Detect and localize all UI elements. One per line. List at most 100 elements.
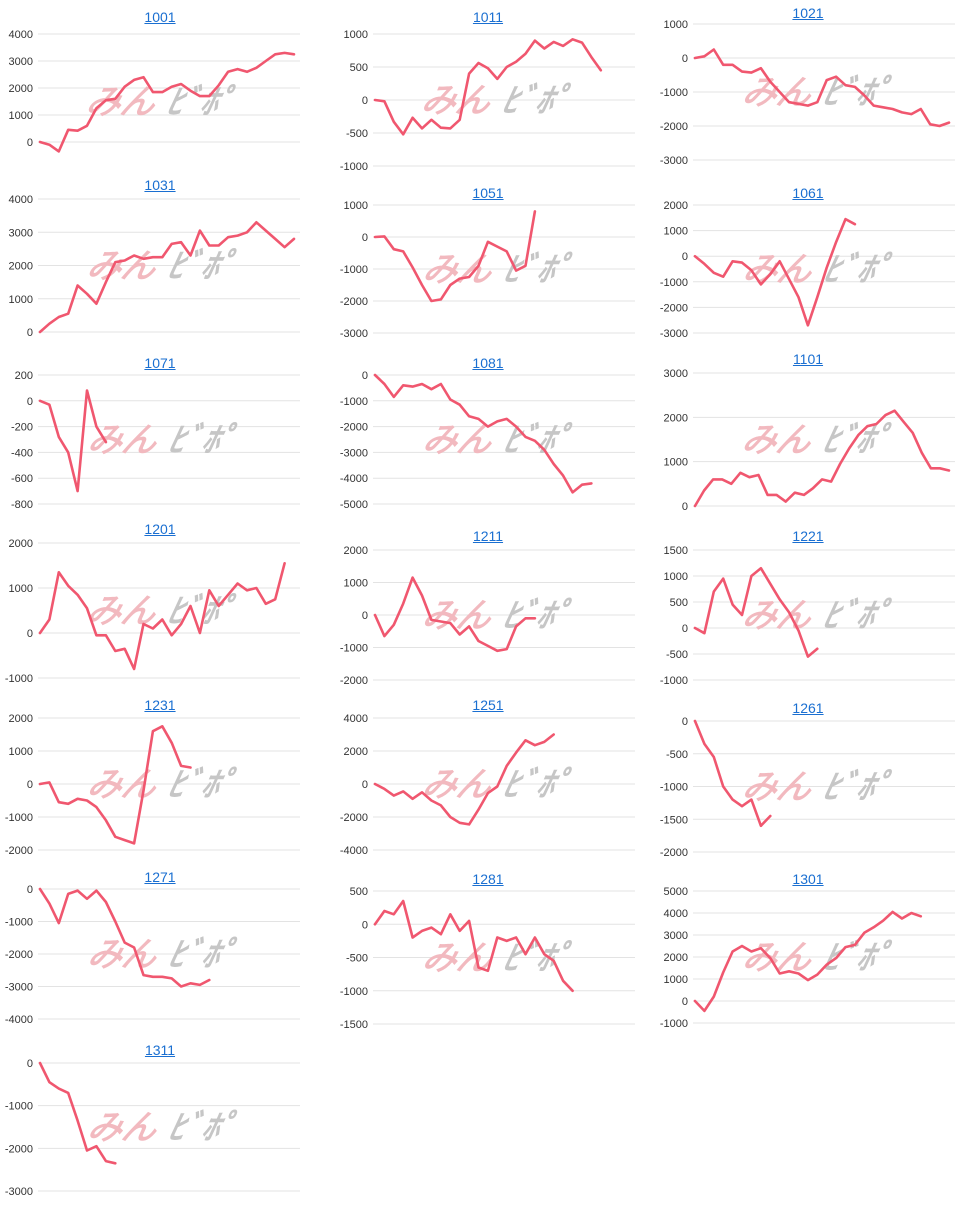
watermark-text-b: ﾋﾞﾎﾟ: [819, 768, 895, 808]
y-tick-label: -1000: [660, 87, 688, 99]
y-tick-label: -3000: [5, 982, 33, 994]
y-tick-label: 3000: [9, 227, 33, 239]
watermark-text-a: みん: [739, 596, 817, 636]
chart-title-link[interactable]: 1071: [144, 355, 176, 371]
y-tick-label: -500: [346, 953, 368, 965]
chart-title-link[interactable]: 1081: [472, 355, 504, 371]
y-tick-label: -1000: [660, 277, 688, 289]
chart-title-link[interactable]: 1031: [144, 177, 176, 193]
y-tick-label: -2000: [340, 422, 368, 434]
y-tick-label: 0: [682, 623, 688, 635]
chart-title-link[interactable]: 1051: [472, 185, 504, 201]
y-tick-label: -1500: [340, 1019, 368, 1031]
watermark-text-b: ﾋﾞﾎﾟ: [820, 250, 896, 290]
chart-title-link[interactable]: 1011: [472, 9, 504, 25]
watermark-text-a: みん: [420, 250, 498, 290]
series-line: [38, 724, 192, 845]
y-tick-label: -4000: [340, 473, 368, 485]
series-line: [693, 48, 951, 128]
chart-title-link[interactable]: 1001: [144, 9, 176, 25]
watermark-text-b: ﾋﾞﾎﾟ: [164, 1108, 240, 1148]
line-chart: -3000 -2000 -1000 0 1000 みん ﾋﾞﾎﾟ: [340, 200, 635, 340]
y-tick-label: 1000: [9, 294, 33, 306]
y-tick-label: 4000: [9, 194, 33, 206]
chart-title-link[interactable]: 1281: [472, 871, 504, 887]
chart-panel: 1001 0 1000 2000 3000 4000 みん ﾋﾞﾎﾟ: [0, 4, 320, 174]
chart-title-link[interactable]: 1261: [792, 700, 824, 716]
y-tick-label: -3000: [660, 155, 688, 167]
y-tick-label: -1000: [5, 1101, 33, 1113]
y-tick-label: 0: [362, 919, 368, 931]
line-chart: -1000 -500 0 500 1000 1500 みん ﾋﾞﾎﾟ: [660, 545, 955, 687]
y-tick-label: -1000: [340, 264, 368, 276]
y-tick-label: -2000: [5, 1143, 33, 1155]
y-tick-label: 0: [362, 95, 368, 107]
chart-title-link[interactable]: 1271: [144, 869, 176, 885]
chart-title-link[interactable]: 1311: [144, 1042, 176, 1058]
y-tick-label: 1000: [664, 571, 688, 583]
y-tick-label: 0: [27, 628, 33, 640]
y-tick-label: 1000: [664, 19, 688, 31]
watermark-text-b: ﾋﾞﾎﾟ: [819, 938, 895, 978]
y-tick-label: 1000: [344, 29, 368, 41]
series-line: [38, 887, 211, 988]
watermark-text-a: みん: [419, 939, 497, 979]
y-tick-label: -500: [346, 128, 368, 140]
chart-panel: 1081 -5000 -4000 -3000 -2000 -1000 0 みん ﾋﾞﾎﾟ: [328, 350, 648, 520]
chart-title-link[interactable]: 1021: [792, 5, 824, 21]
chart-panel: 1261 -2000 -1500 -1000 -500 0 みん ﾋﾞﾎﾟ: [648, 695, 966, 865]
series-line: [38, 51, 296, 153]
chart-title-link[interactable]: 1301: [792, 871, 824, 887]
chart-title-link[interactable]: 1251: [472, 697, 504, 713]
watermark-text-a: みん: [83, 592, 161, 632]
y-tick-label: 3000: [664, 930, 688, 942]
y-tick-label: 0: [682, 251, 688, 263]
y-tick-label: 0: [27, 137, 33, 149]
y-tick-label: 4000: [344, 713, 368, 725]
y-tick-label: 3000: [664, 368, 688, 380]
chart-title-link[interactable]: 1211: [472, 528, 504, 544]
chart-panel: 1211 -2000 -1000 0 1000 2000 みん ﾋﾞﾎﾟ: [328, 523, 648, 693]
y-tick-label: -2000: [340, 812, 368, 824]
chart-title-link[interactable]: 1061: [792, 185, 824, 201]
y-tick-label: 500: [350, 62, 368, 74]
y-tick-label: -4000: [340, 845, 368, 857]
chart-title-link[interactable]: 1221: [792, 528, 824, 544]
series-line: [373, 899, 574, 993]
series-line: [373, 576, 537, 653]
series-line: [693, 566, 819, 658]
y-tick-label: 2000: [344, 746, 368, 758]
line-chart: -2000 -1000 0 1000 2000 みん ﾋﾞﾎﾟ: [5, 713, 300, 857]
chart-title-link[interactable]: 1201: [144, 521, 176, 537]
y-tick-label: -800: [11, 499, 33, 511]
line-chart: -2000 -1000 0 1000 2000 みん ﾋﾞﾎﾟ: [340, 545, 635, 687]
line-chart: -5000 -4000 -3000 -2000 -1000 0 みん ﾋﾞﾎﾟ: [340, 370, 635, 511]
y-tick-label: -4000: [5, 1014, 33, 1026]
y-tick-label: 2000: [9, 538, 33, 550]
chart-panel: 1011 -1000 -500 0 500 1000 みん ﾋﾞﾎﾟ: [328, 4, 648, 174]
chart-title-link[interactable]: 1101: [792, 351, 824, 367]
watermark-text-b: ﾋﾞﾎﾟ: [165, 421, 241, 461]
y-tick-label: 0: [682, 501, 688, 513]
y-tick-label: -1000: [5, 917, 33, 929]
y-tick-label: 2000: [9, 261, 33, 273]
y-tick-label: -2000: [660, 302, 688, 314]
y-tick-label: 3000: [9, 56, 33, 68]
y-tick-label: 500: [350, 886, 368, 898]
watermark-text-b: ﾋﾞﾎﾟ: [499, 939, 575, 979]
chart-title-link[interactable]: 1231: [144, 697, 176, 713]
y-tick-label: 500: [670, 597, 688, 609]
y-tick-label: 1000: [9, 110, 33, 122]
chart-panel: 1051 -3000 -2000 -1000 0 1000 みん ﾋﾞﾎﾟ: [328, 180, 648, 350]
watermark-text-a: みん: [739, 73, 817, 113]
y-tick-label: 1000: [344, 200, 368, 212]
watermark-text-b: ﾋﾞﾎﾟ: [819, 421, 895, 461]
watermark-text-b: ﾋﾞﾎﾟ: [164, 765, 240, 805]
series-line: [373, 210, 537, 303]
y-tick-label: 1000: [9, 583, 33, 595]
